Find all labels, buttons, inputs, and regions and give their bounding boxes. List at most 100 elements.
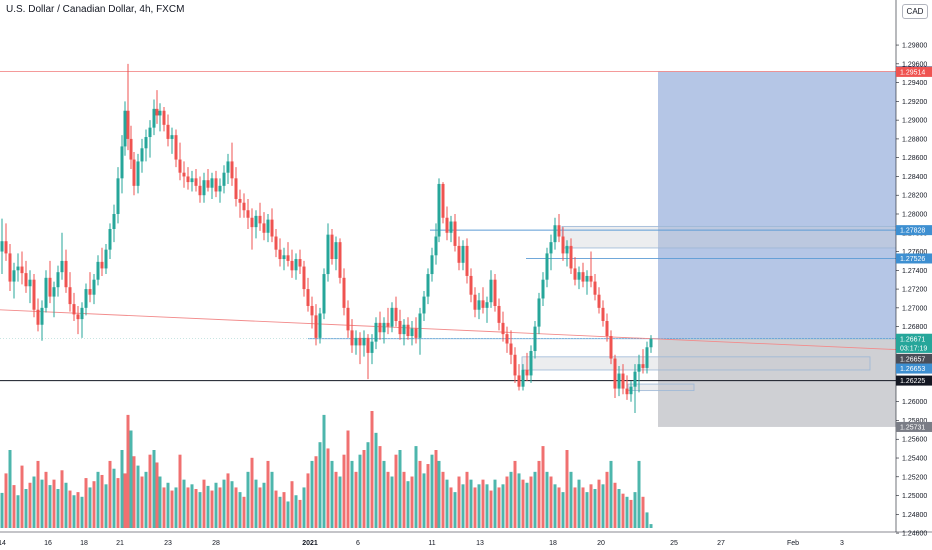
candle-26[interactable] [104,244,108,275]
candle-46[interactable] [178,142,182,181]
candle-139[interactable] [549,234,553,271]
candle-140[interactable] [553,217,557,250]
stop-zone[interactable] [658,338,896,427]
candle-162[interactable] [641,349,645,374]
candle-143[interactable] [565,240,569,267]
candle-31[interactable] [123,101,127,156]
candle-13[interactable] [52,281,56,318]
candle-91[interactable] [358,332,362,365]
candle-120[interactable] [473,287,477,318]
candle-70[interactable] [274,229,278,258]
candle-108[interactable] [426,268,430,305]
candle-107[interactable] [422,290,426,321]
candle-58[interactable] [226,153,230,184]
candle-104[interactable] [410,320,414,346]
candle-78[interactable] [306,277,310,312]
candle-116[interactable] [457,236,461,271]
candle-29[interactable] [116,167,120,224]
currency-badge[interactable]: CAD [902,4,928,19]
candle-132[interactable] [521,364,525,391]
candle-151[interactable] [597,287,601,314]
candle-149[interactable] [589,251,593,288]
candle-35[interactable] [136,153,140,194]
candle-61[interactable] [238,189,242,218]
candle-22[interactable] [88,272,92,303]
candle-137[interactable] [541,272,545,306]
candle-109[interactable] [430,247,434,282]
candle-45[interactable] [174,129,178,168]
candle-4[interactable] [16,253,20,282]
candle-7[interactable] [28,270,32,304]
candle-42[interactable] [162,106,166,132]
candle-122[interactable] [481,287,485,314]
candle-111[interactable] [437,178,441,243]
candle-94[interactable] [370,334,374,365]
candle-141[interactable] [557,213,561,243]
candle-161[interactable] [637,354,641,393]
candle-112[interactable] [441,182,445,224]
candle-127[interactable] [501,311,505,342]
candle-128[interactable] [505,326,509,353]
candle-39[interactable] [152,99,156,136]
candle-88[interactable] [346,300,350,338]
candle-106[interactable] [418,307,422,355]
candle-147[interactable] [581,262,585,288]
candle-54[interactable] [210,172,214,199]
candle-134[interactable] [529,345,533,383]
candle-9[interactable] [36,298,40,332]
candle-101[interactable] [398,309,402,340]
candle-30[interactable] [120,135,124,194]
candle-160[interactable] [633,364,637,413]
candle-133[interactable] [525,352,529,382]
candle-121[interactable] [477,292,481,320]
candle-33[interactable] [129,125,133,169]
candle-67[interactable] [262,212,266,241]
candle-48[interactable] [186,167,190,190]
candle-21[interactable] [84,283,88,316]
candle-14[interactable] [56,265,60,297]
candle-25[interactable] [100,247,104,276]
candle-11[interactable] [44,270,48,313]
candle-59[interactable] [230,142,234,186]
candle-103[interactable] [406,317,410,340]
candle-95[interactable] [374,317,378,350]
candle-38[interactable] [148,120,152,158]
candle-105[interactable] [414,317,418,344]
candle-36[interactable] [140,138,144,173]
candle-150[interactable] [593,274,597,301]
candle-6[interactable] [24,260,28,293]
candle-138[interactable] [545,247,549,288]
candle-20[interactable] [80,302,84,338]
candle-79[interactable] [310,296,314,329]
gray-box-lower[interactable] [521,356,871,371]
candle-56[interactable] [218,178,222,203]
candle-125[interactable] [493,274,497,312]
candle-17[interactable] [68,272,72,312]
candle-57[interactable] [222,165,226,194]
candle-19[interactable] [76,305,80,335]
candle-23[interactable] [92,274,96,305]
candle-77[interactable] [302,260,306,297]
candle-75[interactable] [294,253,298,280]
candle-74[interactable] [290,249,294,278]
candle-71[interactable] [278,238,282,267]
candle-41[interactable] [158,103,162,132]
candle-130[interactable] [513,347,517,383]
candle-145[interactable] [573,257,577,286]
candle-148[interactable] [585,270,589,295]
candle-34[interactable] [132,152,136,196]
candle-113[interactable] [445,206,449,241]
candle-119[interactable] [469,268,473,303]
candle-8[interactable] [32,274,36,318]
candle-47[interactable] [182,161,186,188]
target-zone[interactable] [658,71,896,339]
candle-102[interactable] [402,319,406,346]
candle-92[interactable] [362,330,366,357]
candle-115[interactable] [453,213,457,252]
candle-144[interactable] [569,238,573,275]
candle-152[interactable] [601,300,605,327]
candle-53[interactable] [206,168,210,192]
candle-123[interactable] [485,296,489,323]
candle-12[interactable] [48,260,52,304]
